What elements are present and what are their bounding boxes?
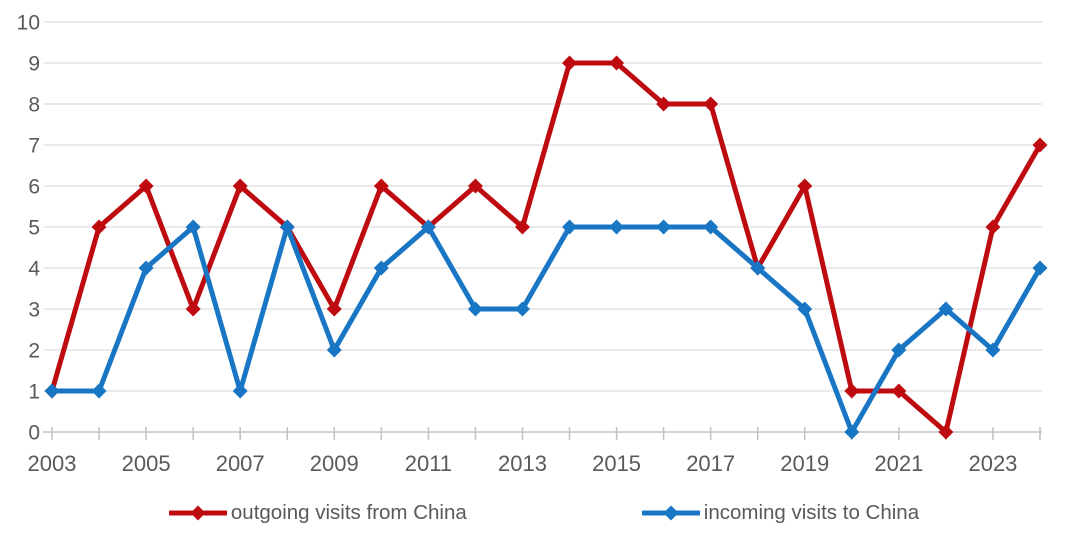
data-point-marker	[326, 301, 342, 317]
line-chart: 0 1 2 3 4 5 6 7 8 9 10 2003 2005 2007 2009 2011 2013 2015…	[17, 12, 1048, 476]
data-point-marker	[91, 383, 107, 399]
legend-label-outgoing-visits: outgoing visits from China	[230, 501, 467, 524]
data-point-marker	[562, 219, 578, 235]
data-point-marker	[279, 219, 295, 235]
legend-label-incoming-visits: incoming visits to China	[703, 501, 920, 524]
y-tick-label: 8	[28, 94, 40, 117]
x-tick-label: 2017	[686, 451, 735, 476]
data-point-marker	[514, 219, 530, 235]
data-point-marker	[609, 55, 625, 71]
data-point-marker	[1032, 260, 1048, 276]
legend-diamond	[663, 505, 679, 521]
data-point-marker	[985, 342, 1001, 358]
data-point-marker	[891, 342, 907, 358]
x-tick-label: 2021	[874, 451, 923, 476]
data-point-marker	[185, 301, 201, 317]
x-tick-label: 2013	[498, 451, 547, 476]
data-point-marker	[1032, 137, 1048, 153]
data-point-marker	[750, 260, 766, 276]
y-tick-label: 10	[17, 12, 40, 35]
data-point-marker	[185, 219, 201, 235]
y-tick-label: 3	[28, 299, 40, 322]
data-point-marker	[91, 219, 107, 235]
series-incoming	[44, 219, 1048, 440]
legend-item-outgoing-visits: outgoing visits from China	[168, 501, 467, 525]
data-point-marker	[373, 178, 389, 194]
data-point-marker	[232, 178, 248, 194]
y-tick-label: 1	[28, 381, 40, 404]
x-axis-labels: 2003 2005 2007 2009 2011 2013 2015 2017 2019 2021…	[28, 451, 1018, 476]
y-axis-labels: 0 1 2 3 4 5 6 7 8 9 10	[17, 12, 41, 445]
data-point-marker	[467, 178, 483, 194]
y-tick-label: 6	[28, 176, 40, 199]
legend: outgoing visits from China incoming visi…	[0, 494, 1088, 532]
gridlines	[44, 21, 1042, 392]
y-tick-label: 0	[28, 422, 40, 445]
x-tick-label: 2019	[780, 451, 829, 476]
y-tick-label: 9	[28, 53, 40, 76]
x-tick-label: 2009	[310, 451, 359, 476]
data-point-marker	[467, 301, 483, 317]
x-tick-label: 2005	[122, 451, 171, 476]
data-point-marker	[703, 219, 719, 235]
data-point-marker	[938, 301, 954, 317]
data-point-marker	[844, 383, 860, 399]
data-point-marker	[44, 383, 60, 399]
data-point-marker	[373, 260, 389, 276]
data-point-marker	[609, 219, 625, 235]
data-point-marker	[656, 219, 672, 235]
data-point-marker	[844, 424, 860, 440]
x-axis	[43, 427, 1042, 440]
x-tick-label: 2015	[592, 451, 641, 476]
data-point-marker	[891, 383, 907, 399]
legend-diamond	[190, 505, 206, 521]
x-tick-label: 2007	[216, 451, 265, 476]
data-point-marker	[420, 219, 436, 235]
data-point-marker	[797, 178, 813, 194]
x-tick-label: 2023	[968, 451, 1017, 476]
x-tick-label: 2003	[28, 451, 77, 476]
data-point-marker	[797, 301, 813, 317]
data-point-marker	[232, 383, 248, 399]
legend-marker-outgoing-icon	[168, 505, 227, 521]
data-point-marker	[138, 260, 154, 276]
data-point-marker	[326, 342, 342, 358]
data-point-marker	[703, 96, 719, 112]
y-tick-label: 2	[28, 340, 40, 363]
data-point-marker	[938, 424, 954, 440]
series-outgoing	[44, 55, 1048, 440]
y-tick-label: 5	[28, 217, 40, 240]
data-point-marker	[985, 219, 1001, 235]
y-tick-label: 4	[28, 258, 40, 281]
data-point-marker	[514, 301, 530, 317]
data-point-marker	[562, 55, 578, 71]
legend-marker-incoming-icon	[641, 505, 700, 521]
data-point-marker	[138, 178, 154, 194]
series-line	[49, 224, 1043, 435]
y-tick-label: 7	[28, 135, 40, 158]
legend-item-incoming-visits: incoming visits to China	[641, 501, 920, 525]
data-point-marker	[656, 96, 672, 112]
x-tick-label: 2011	[405, 451, 452, 476]
